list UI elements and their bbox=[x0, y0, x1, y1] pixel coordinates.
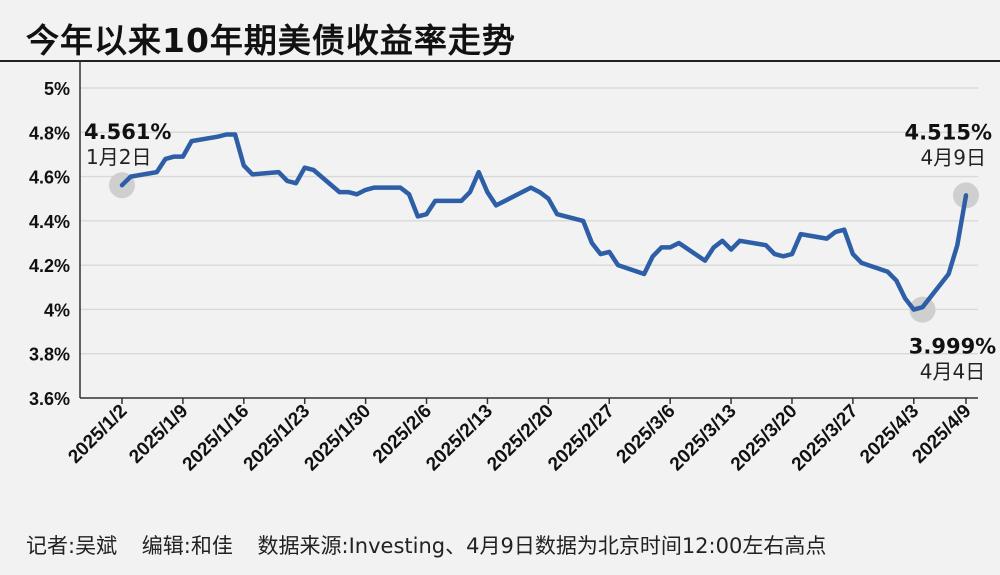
x-tick-label: 2025/2/27 bbox=[544, 401, 619, 476]
annotation-date: 1月2日 bbox=[86, 145, 151, 169]
y-tick-label: 5% bbox=[44, 79, 70, 99]
y-tick-label: 4.8% bbox=[29, 123, 70, 143]
y-tick-label: 4.2% bbox=[29, 256, 70, 276]
footer: 记者:吴斌 编辑:和佳 数据来源:Investing、4月9日数据为北京时间12… bbox=[26, 530, 844, 560]
title-divider bbox=[0, 60, 1000, 62]
editor-credit: 编辑:和佳 bbox=[141, 534, 233, 558]
annotation-marker bbox=[909, 296, 936, 323]
annotation-date: 4月9日 bbox=[921, 145, 986, 169]
yield-line bbox=[119, 132, 969, 312]
x-tick-label: 2025/3/27 bbox=[788, 401, 863, 476]
annotation-value: 4.561% bbox=[84, 120, 171, 144]
y-tick-label: 4.4% bbox=[29, 212, 70, 232]
reporter-credit: 记者:吴斌 bbox=[26, 534, 118, 558]
y-tick-label: 4% bbox=[44, 300, 70, 320]
y-tick-label: 3.8% bbox=[29, 345, 70, 365]
y-tick-label: 3.6% bbox=[29, 389, 70, 409]
y-tick-label: 4.6% bbox=[29, 168, 70, 188]
annotation-date: 4月4日 bbox=[920, 360, 985, 384]
data-source: 数据来源:Investing、4月9日数据为北京时间12:00左右高点 bbox=[257, 534, 827, 558]
annotation-value: 4.515% bbox=[905, 120, 992, 144]
x-tick-label: 2025/1/30 bbox=[301, 401, 376, 476]
x-tick-label: 2025/1/2 bbox=[64, 401, 131, 468]
chart-title: 今年以来10年期美债收益率走势 bbox=[26, 21, 516, 60]
annotation-value: 3.999% bbox=[909, 335, 996, 359]
